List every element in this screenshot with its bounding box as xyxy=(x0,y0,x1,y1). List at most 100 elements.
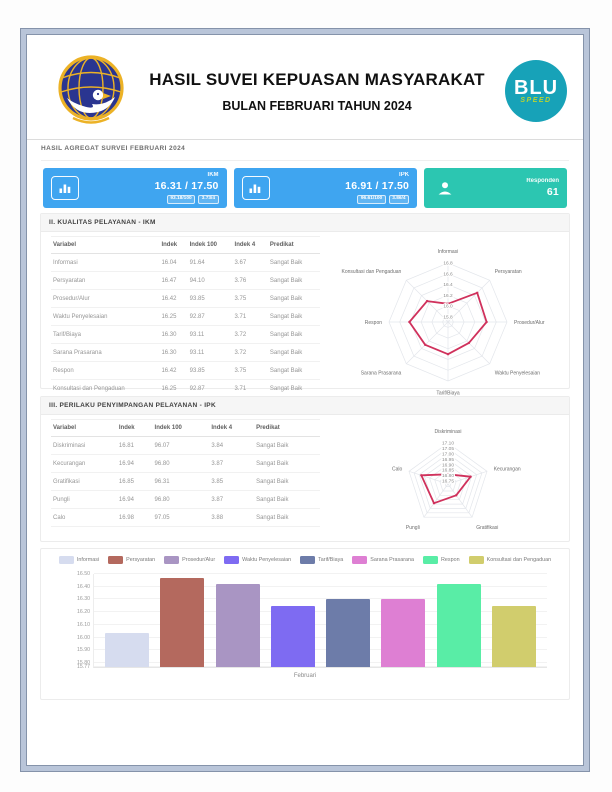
radar-axis-label: Sarana Prasarana xyxy=(361,371,402,377)
radar-data-point xyxy=(455,494,458,497)
legend-swatch xyxy=(300,556,316,564)
legend-label: Waktu Penyelesaian xyxy=(242,557,292,563)
table-row: Calo 16.98 97.05 3.88 Sangat Baik xyxy=(51,508,320,527)
bar-waktu-penyelesaian xyxy=(270,605,315,667)
stat-badge-4: 3.73/4 xyxy=(198,194,219,204)
section-kualitas-pelayanan: II. KUALITAS PELAYANAN - IKM Variabel Ind… xyxy=(40,213,570,398)
gridline xyxy=(94,611,547,613)
column-header: Indek 4 xyxy=(209,419,255,437)
column-header: Indek xyxy=(159,236,188,254)
radar-axis-label: Gratifikasi xyxy=(476,525,498,531)
radar-grid-ring xyxy=(444,480,452,487)
table-cell: 3.88 xyxy=(209,508,255,527)
radar-axis-label: Informasi xyxy=(438,249,459,255)
radar-axis-label: Pungli xyxy=(406,525,420,531)
legend-label: Tarif/Biaya xyxy=(318,557,344,563)
table-row: Sarana Prasarana 16.30 93.11 3.72 Sangat Bai… xyxy=(51,343,320,362)
gridline xyxy=(94,585,547,587)
bar-chart-plot: 16.50 16.40 16.30 16.20 16.10 16.00 15.90 15.80… xyxy=(77,571,547,670)
legend-item-waktu-penyelesaian: Waktu Penyelesaian xyxy=(224,556,291,564)
legend-item-persyaratan: Persyaratan xyxy=(108,556,155,564)
report-page: HASIL SUVEI KEPUASAN MASYARAKAT BULAN FE… xyxy=(26,34,584,766)
table-cell: 3.85 xyxy=(209,472,255,491)
table-row: Gratifikasi 16.85 96.31 3.85 Sangat Baik xyxy=(51,472,320,491)
table-cell: Diskriminasi xyxy=(51,436,117,455)
table-cell: 97.05 xyxy=(152,508,210,527)
table-cell: 96.07 xyxy=(152,436,210,455)
radar-axis-line xyxy=(447,280,490,323)
radar-data-point xyxy=(432,502,436,505)
table-row: Prosedur/Alur 16.42 93.85 3.75 Sangat Baik xyxy=(51,289,320,308)
radar-data-point xyxy=(476,291,479,294)
y-axis-tick-label: 16.10 xyxy=(77,621,90,628)
legend-label: Konsultasi dan Pengaduan xyxy=(486,557,552,563)
table-cell: 3.72 xyxy=(232,325,268,344)
legend-swatch xyxy=(108,556,124,564)
table-cell: 3.72 xyxy=(232,343,268,362)
table-row: Tarif/Biaya 16.30 93.11 3.72 Sangat Baik xyxy=(51,325,320,344)
table-cell: 92.87 xyxy=(187,379,233,398)
bar-chart-icon xyxy=(51,176,79,200)
radar-axis-label: Prosedur/Alur xyxy=(514,320,545,326)
ipk-table-wrap: Variabel Indek Indek 100 Indek 4 Predikat Di… xyxy=(41,415,326,543)
table-cell: 3.71 xyxy=(232,379,268,398)
table-row: Kecurangan 16.94 96.80 3.87 Sangat Baik xyxy=(51,454,320,473)
radar-axis-label: Persyaratan xyxy=(495,269,522,275)
bar-persyaratan xyxy=(160,577,205,667)
stat-card-ikm: IKM 16.31 / 17.50 93.18/100 3.73/4 xyxy=(43,168,227,208)
table-cell: Sangat Baik xyxy=(267,379,320,398)
legend-swatch xyxy=(164,556,180,564)
radar-grid-ring xyxy=(423,458,473,505)
table-cell: 16.30 xyxy=(159,343,188,362)
ikm-table-wrap: Variabel Indek Indek 100 Indek 4 Predikat In… xyxy=(41,232,326,402)
table-cell: 96.31 xyxy=(152,472,210,491)
table-cell: Gratifikasi xyxy=(51,472,117,491)
radar-tick-label: 16.90 xyxy=(442,462,454,468)
blu-speed-logo: BLU SPEED xyxy=(505,60,567,122)
gridline xyxy=(94,573,547,574)
table-row: Pungli 16.94 96.80 3.87 Sangat Baik xyxy=(51,490,320,509)
table-cell: 16.25 xyxy=(159,379,188,398)
radar-axis-label: Diskriminasi xyxy=(435,429,462,435)
section-ikm-title: II. KUALITAS PELAYANAN - IKM xyxy=(41,214,569,232)
stat-value: 16.91 / 17.50 xyxy=(345,180,410,193)
y-axis-tick-label: 15.77 xyxy=(77,664,90,670)
kementerian-perhubungan-logo xyxy=(58,55,124,124)
table-cell: 16.04 xyxy=(159,253,188,272)
legend-label: Informasi xyxy=(76,557,100,563)
gridline xyxy=(94,598,547,600)
table-cell: 93.85 xyxy=(187,361,233,380)
table-cell: Sangat Baik xyxy=(254,490,320,509)
radar-tick-label: 16.4 xyxy=(443,282,453,288)
legend-label: Persyaratan xyxy=(126,557,156,563)
legend-item-tarif-biaya: Tarif/Biaya xyxy=(300,556,343,564)
legend-swatch xyxy=(352,556,368,564)
legend-item-sarana-prasarana: Sarana Prasarana xyxy=(352,556,414,564)
table-cell: Respon xyxy=(51,361,160,380)
legend-item-prosedur-alur: Prosedur/Alur xyxy=(164,556,215,564)
bar-tarif-biaya xyxy=(326,599,371,667)
section-perilaku-penyimpangan: III. PERILAKU PENYIMPANGAN PELAYANAN - I… xyxy=(40,396,570,542)
column-header: Indek 100 xyxy=(187,236,233,254)
bar-group-februari xyxy=(94,574,547,667)
radar-tick-label: 17.00 xyxy=(442,452,454,458)
table-cell: 93.11 xyxy=(187,325,233,344)
table-row: Informasi 16.04 91.64 3.67 Sangat Baik xyxy=(51,253,320,272)
legend-item-respon: Respon xyxy=(423,556,460,564)
table-cell: Sangat Baik xyxy=(254,472,320,491)
radar-axis-line xyxy=(447,483,473,518)
radar-data-point xyxy=(425,299,429,303)
table-cell: Sangat Baik xyxy=(267,271,320,290)
radar-tick-label: 16.95 xyxy=(442,457,454,463)
radar-tick-label: 15.8 xyxy=(443,314,453,320)
radar-grid-ring xyxy=(418,453,478,509)
table-cell: 16.98 xyxy=(116,508,153,527)
table-cell: 3.87 xyxy=(209,454,255,473)
column-header: Indek 100 xyxy=(152,419,210,437)
header-divider xyxy=(27,139,583,140)
person-icon xyxy=(432,176,458,200)
radar-tick-label: 17.05 xyxy=(442,446,454,452)
section-ipk-title: III. PERILAKU PENYIMPANGAN PELAYANAN - I… xyxy=(41,397,569,415)
radar-axis-label: Konsultasi dan Pengaduan xyxy=(342,269,402,275)
table-cell: Sangat Baik xyxy=(254,454,320,473)
